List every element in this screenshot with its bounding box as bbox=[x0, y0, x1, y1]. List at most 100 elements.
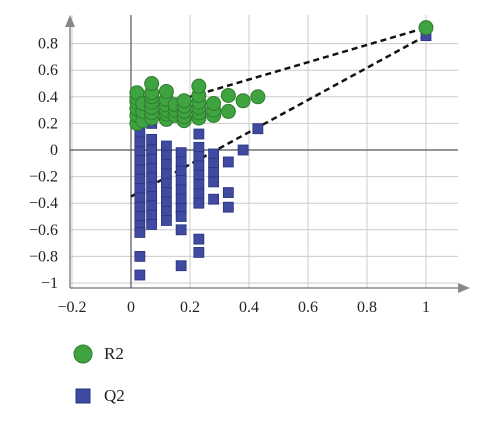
y-tick-label: −0.4 bbox=[29, 195, 58, 212]
q2-point bbox=[160, 140, 172, 152]
q2-point bbox=[160, 149, 172, 161]
q2-point bbox=[146, 144, 158, 156]
q2-point bbox=[146, 181, 158, 193]
q2-point bbox=[175, 260, 187, 272]
q2-point bbox=[208, 148, 220, 160]
x-tick-label: 0 bbox=[127, 299, 135, 316]
x-tick-label: 0.2 bbox=[180, 299, 200, 316]
y-tick-label: 0 bbox=[50, 142, 58, 159]
q2-point bbox=[175, 175, 187, 186]
q2-point bbox=[146, 163, 158, 175]
q2-point bbox=[134, 183, 146, 194]
q2-point bbox=[134, 164, 146, 176]
q2-point bbox=[193, 141, 205, 153]
q2-point bbox=[134, 269, 146, 281]
x-axis-arrow-icon bbox=[458, 283, 470, 293]
y-tick-label: 0.6 bbox=[38, 62, 58, 79]
q2-point bbox=[134, 192, 146, 204]
x-tick-label: 0.8 bbox=[357, 299, 377, 316]
q2-point bbox=[193, 233, 205, 245]
r2-point bbox=[206, 95, 222, 111]
q2-point bbox=[146, 191, 158, 202]
q2-point bbox=[175, 224, 187, 236]
regression-line-q2 bbox=[130, 34, 427, 198]
r2-point bbox=[158, 83, 174, 99]
q2-point bbox=[146, 209, 158, 221]
q2-point bbox=[208, 176, 220, 188]
q2-point bbox=[175, 193, 187, 205]
x-tick-label: 1 bbox=[422, 299, 430, 316]
q2-point bbox=[160, 177, 172, 189]
legend-label-q2: Q2 bbox=[104, 386, 125, 405]
q2-point bbox=[193, 151, 205, 163]
square-marker-icon bbox=[75, 388, 91, 404]
q2-point bbox=[134, 201, 146, 213]
tick-labels: −0.2 0 0.2 0.4 0.6 0.8 1 0.8 0.6 0.4 0.2 0 −0.2 −0.4 −… bbox=[29, 36, 430, 316]
q2-point bbox=[222, 187, 234, 198]
q2-point bbox=[134, 173, 146, 185]
q2-point bbox=[193, 197, 205, 209]
grid-lines bbox=[70, 15, 458, 288]
q2-point bbox=[252, 123, 264, 135]
x-tick-label: 0.4 bbox=[239, 299, 259, 316]
q2-point bbox=[160, 196, 172, 208]
y-tick-label: −0.8 bbox=[29, 248, 58, 265]
q2-point bbox=[222, 156, 234, 168]
q2-point bbox=[160, 159, 172, 171]
q2-point bbox=[146, 172, 158, 184]
r2-point bbox=[144, 76, 160, 91]
q2-point bbox=[134, 211, 146, 222]
r2-point bbox=[176, 93, 192, 109]
q2-point bbox=[146, 133, 158, 145]
x-tick-label: 0.6 bbox=[298, 299, 318, 316]
r2-point bbox=[220, 87, 236, 103]
q2-point bbox=[237, 144, 249, 156]
q2-point bbox=[134, 136, 146, 148]
q2-point bbox=[208, 193, 220, 205]
q2-point bbox=[134, 227, 146, 238]
q2-point bbox=[175, 211, 187, 222]
x-tick-label: −0.2 bbox=[57, 299, 86, 316]
q2-points bbox=[134, 30, 432, 281]
r2-point bbox=[250, 89, 266, 105]
q2-point bbox=[208, 157, 220, 169]
r2-point bbox=[220, 103, 236, 119]
r2-points bbox=[129, 20, 434, 131]
r2-point bbox=[418, 20, 434, 36]
y-tick-label: −0.2 bbox=[29, 169, 58, 186]
q2-point bbox=[146, 153, 158, 165]
q2-point bbox=[193, 247, 205, 258]
q2-point bbox=[160, 187, 172, 198]
q2-point bbox=[134, 250, 146, 262]
q2-point bbox=[146, 200, 158, 212]
y-tick-label: 0.4 bbox=[38, 89, 58, 106]
q2-point bbox=[146, 219, 158, 230]
q2-point bbox=[175, 156, 187, 168]
q2-point bbox=[175, 165, 187, 177]
y-axis-arrow-icon bbox=[65, 15, 75, 27]
q2-point bbox=[175, 184, 187, 196]
scatter-plot: −0.2 0 0.2 0.4 0.6 0.8 1 0.8 0.6 0.4 0.2 0 −0.2 −0.4 −… bbox=[29, 15, 470, 316]
legend-item-q2: Q2 bbox=[72, 385, 125, 407]
q2-point bbox=[193, 179, 205, 190]
axes bbox=[65, 15, 470, 293]
q2-point bbox=[175, 147, 187, 159]
q2-point bbox=[222, 201, 234, 213]
q2-point bbox=[160, 168, 172, 180]
r2-point bbox=[235, 93, 251, 109]
q2-point bbox=[193, 160, 205, 172]
legend-label-r2: R2 bbox=[104, 344, 124, 363]
q2-point bbox=[193, 128, 205, 140]
circle-marker-icon bbox=[73, 344, 93, 364]
y-tick-label: 0.8 bbox=[38, 36, 58, 53]
legend-item-r2: R2 bbox=[72, 343, 124, 365]
y-tick-label: −1 bbox=[41, 275, 58, 292]
q2-point bbox=[160, 205, 172, 217]
q2-point bbox=[160, 215, 172, 226]
q2-point bbox=[134, 155, 146, 167]
y-tick-label: −0.6 bbox=[29, 222, 58, 239]
q2-point bbox=[193, 169, 205, 181]
q2-point bbox=[208, 167, 220, 179]
y-tick-label: 0.2 bbox=[38, 115, 58, 132]
q2-point bbox=[193, 188, 205, 200]
